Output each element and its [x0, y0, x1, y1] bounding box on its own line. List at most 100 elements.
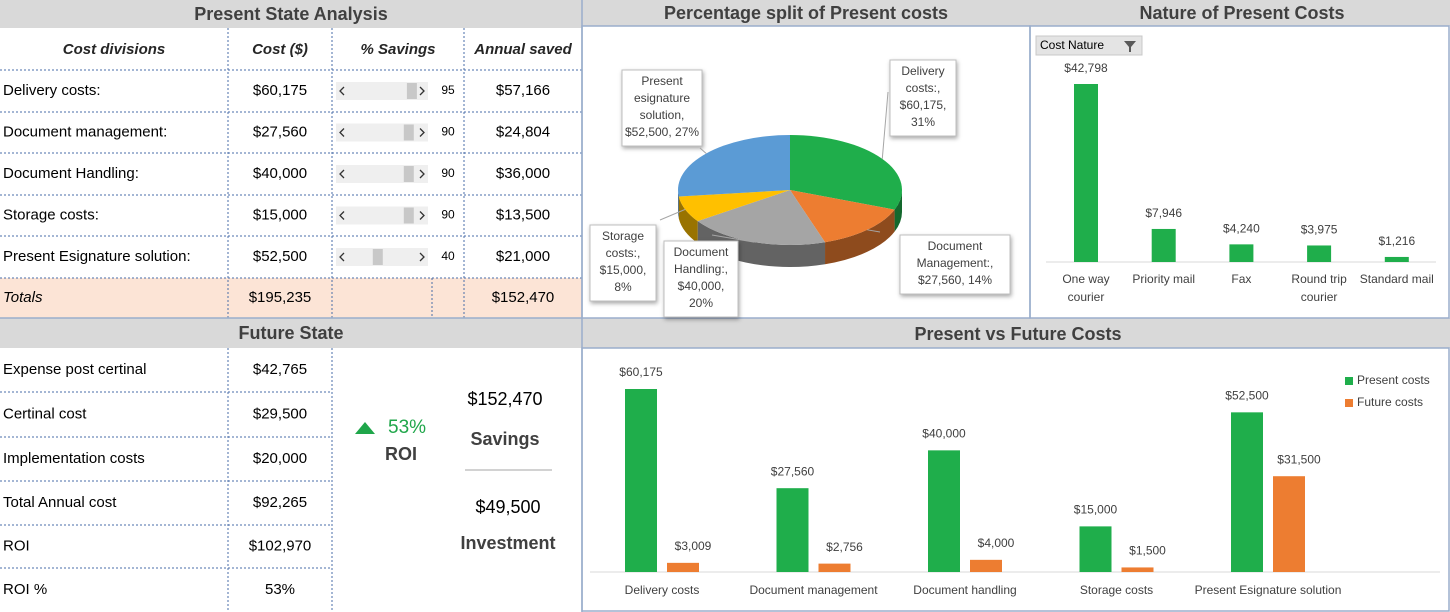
savings-percent: 40: [441, 249, 455, 263]
savings-percent: 95: [441, 83, 455, 97]
bar: [1229, 244, 1254, 262]
label-line: Standard mail: [1360, 272, 1434, 286]
label-line: $60,175,: [900, 98, 947, 112]
data-label: $15,000: [1074, 503, 1118, 517]
annual-saved: $13,500: [496, 206, 550, 223]
legend-label: Future costs: [1357, 395, 1423, 409]
leader-line: [699, 147, 707, 154]
leader-line: [867, 229, 881, 233]
legend-swatch: [1345, 399, 1353, 407]
label-line: solution,: [640, 108, 685, 122]
future-item: Total Annual cost: [3, 494, 117, 511]
header-bg: [0, 0, 582, 28]
data-label: $42,798: [1064, 61, 1108, 75]
cost: $60,175: [253, 82, 307, 99]
legend-swatch: [1345, 377, 1353, 385]
label-line: 31%: [911, 115, 935, 129]
slider-track: [336, 206, 428, 225]
bar: [1307, 245, 1332, 262]
totals-label: Totals: [3, 289, 43, 306]
label: Present esignature solution, $52,500, 27%: [625, 74, 699, 139]
filter-button[interactable]: [1035, 35, 1143, 56]
label-line: esignature: [634, 91, 690, 105]
slider-thumb: [403, 124, 414, 141]
savings-value: $152,470: [467, 389, 542, 409]
slider-track: [336, 82, 428, 100]
slider-right: [419, 128, 425, 137]
label: One way courier: [1062, 272, 1109, 304]
label-line: Document: [928, 239, 983, 253]
filter-label[interactable]: Cost Nature: [1040, 38, 1104, 52]
slider-right: [419, 86, 425, 96]
bar: [1079, 526, 1112, 572]
data-label-box: [621, 69, 703, 147]
savings-percent: 90: [441, 208, 455, 222]
label-line: $40,000,: [678, 279, 725, 293]
cost-division: Storage costs:: [3, 206, 99, 223]
label-line: Management:,: [917, 256, 994, 270]
savings-percent: 90: [441, 166, 455, 180]
savings-label: Savings: [470, 429, 539, 449]
label-line: Priority mail: [1132, 272, 1195, 286]
label-line: courier: [1068, 290, 1105, 304]
label-line: Delivery: [901, 64, 944, 78]
pie-side: [825, 209, 895, 265]
future-value: $42,765: [253, 361, 307, 378]
header-bg: [0, 318, 582, 348]
label-line: Handling:,: [674, 262, 728, 276]
future-value: $102,970: [249, 537, 312, 554]
slider-thumb: [403, 207, 414, 224]
leader-line: [881, 91, 889, 159]
pie-slice: [790, 135, 902, 210]
bar: [625, 389, 657, 572]
data-label: $1,500: [1129, 544, 1166, 558]
filter-icon[interactable]: [1124, 41, 1136, 52]
label-line: costs:,: [606, 246, 641, 260]
x-tick-label: Document handling: [913, 583, 1016, 597]
header-bg: [582, 318, 1450, 348]
annual-saved: $24,804: [496, 123, 550, 140]
data-label: $40,000: [922, 427, 966, 441]
slider-left: [339, 128, 345, 137]
column-header: % Savings: [360, 41, 435, 58]
bar: [1231, 412, 1263, 572]
future-value: $20,000: [253, 450, 307, 467]
future-value: 53%: [265, 581, 295, 598]
bar: [818, 563, 851, 572]
label-line: 8%: [614, 280, 632, 294]
future-value: $29,500: [253, 405, 307, 422]
legend-label: Present costs: [1357, 373, 1430, 387]
data-label-box: [899, 234, 1011, 295]
label: Fax: [1231, 272, 1251, 286]
roi-percent: 53%: [388, 417, 426, 438]
data-label: $4,240: [1223, 222, 1260, 236]
label: Document Management:, $27,560, 14%: [917, 239, 994, 287]
investment-label: Investment: [460, 533, 555, 553]
bar: [1273, 476, 1305, 572]
data-label: $1,216: [1378, 234, 1415, 248]
slider-track: [336, 165, 428, 183]
slider-right: [419, 211, 425, 220]
panel-title: Future State: [238, 323, 343, 343]
label-line: courier: [1301, 290, 1338, 304]
bar: [928, 450, 960, 572]
data-label: $4,000: [978, 536, 1015, 550]
column-header: Annual saved: [473, 41, 572, 58]
slider-thumb: [406, 83, 417, 99]
annual-saved: $21,000: [496, 248, 550, 265]
future-item: ROI: [3, 537, 30, 554]
slider-right: [419, 169, 425, 179]
roi-arrow: [355, 422, 375, 434]
label: Document Handling:, $40,000, 20%: [674, 245, 729, 310]
label: Standard mail: [1360, 272, 1434, 286]
x-tick-label: Present Esignature solution: [1195, 583, 1342, 597]
pie-slice: [678, 190, 790, 222]
totals-saved: $152,470: [492, 289, 555, 306]
panel-title: Present State Analysis: [194, 4, 387, 24]
savings-percent: 90: [441, 125, 455, 139]
data-label: $27,560: [771, 464, 815, 478]
label-line: Present: [641, 74, 683, 88]
future-item: Implementation costs: [3, 450, 145, 467]
panel-title: Nature of Present Costs: [1139, 3, 1344, 23]
